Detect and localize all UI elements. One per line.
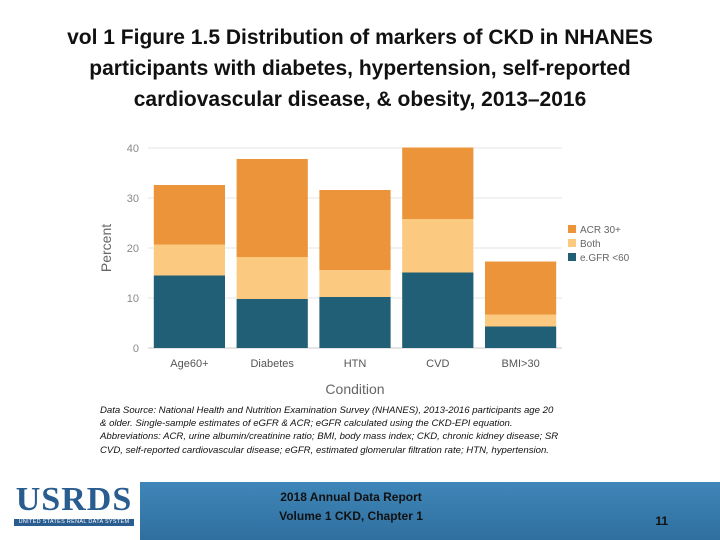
legend-swatch — [568, 225, 576, 233]
title-line-2: participants with diabetes, hypertension… — [89, 57, 631, 80]
slide-title: vol 1 Figure 1.5 Distribution of markers… — [20, 22, 700, 115]
title-line-1: vol 1 Figure 1.5 Distribution of markers… — [67, 26, 653, 49]
x-tick-label: BMI>30 — [501, 358, 539, 370]
title-line-3: cardiovascular disease, & obesity, 2013–… — [133, 88, 587, 111]
stacked-bar-chart: 0 10 20 30 40 Age60+ Diabetes HTN CVD BMI>30 Condi… — [98, 143, 630, 397]
footer: USRDS UNITED STATES RENAL DATA SYSTEM 20… — [0, 482, 720, 540]
bar-segment — [153, 244, 226, 276]
x-tick-label: CVD — [426, 358, 449, 370]
y-axis-label: Percent — [98, 224, 114, 272]
legend-swatch — [568, 253, 576, 261]
bar-segment — [402, 147, 474, 219]
bar-segment — [319, 270, 391, 297]
page-number: 11 — [655, 514, 668, 528]
bar-segment — [319, 297, 391, 348]
logo-subtext: UNITED STATES RENAL DATA SYSTEM — [14, 519, 134, 526]
bar-segment — [484, 314, 557, 327]
x-tick-label: HTN — [344, 358, 367, 370]
note-line-4: CVD, self-reported cardiovascular diseas… — [100, 444, 549, 456]
y-tick-label: 0 — [133, 343, 139, 355]
data-source-note: Data Source: National Health and Nutriti… — [100, 404, 620, 457]
bar-segment — [402, 219, 474, 273]
bar-segment — [236, 257, 308, 299]
bar-segment — [236, 159, 308, 257]
bar-segment — [153, 185, 226, 245]
note-line-3: Abbreviations: ACR, urine albumin/creati… — [100, 431, 559, 443]
bar-segment — [236, 299, 308, 348]
legend-label: Both — [580, 239, 601, 250]
y-tick-label: 40 — [127, 143, 139, 155]
bar-segment — [402, 272, 474, 348]
bar-segment — [319, 190, 391, 270]
y-tick-label: 30 — [127, 193, 139, 205]
report-title: 2018 Annual Data Report — [280, 490, 422, 504]
y-tick-label: 20 — [127, 243, 139, 255]
x-tick-label: Diabetes — [250, 358, 294, 370]
x-tick-label: Age60+ — [170, 358, 208, 370]
footer-bar — [140, 482, 720, 540]
legend-swatch — [568, 239, 576, 247]
bar-segment — [153, 275, 226, 348]
usrds-logo: USRDS UNITED STATES RENAL DATA SYSTEM — [14, 482, 134, 526]
report-volume: Volume 1 CKD, Chapter 1 — [279, 509, 423, 523]
x-axis-label: Condition — [325, 381, 384, 397]
legend-label: ACR 30+ — [580, 225, 621, 236]
y-tick-label: 10 — [127, 293, 139, 305]
legend-label: e.GFR <60 — [580, 253, 630, 264]
bar-segment — [484, 261, 557, 315]
note-line-2: & older. Single-sample estimates of eGFR… — [100, 418, 513, 430]
logo-text: USRDS — [15, 481, 133, 518]
note-line-1: Data Source: National Health and Nutriti… — [100, 405, 554, 416]
bar-segment — [484, 326, 557, 348]
